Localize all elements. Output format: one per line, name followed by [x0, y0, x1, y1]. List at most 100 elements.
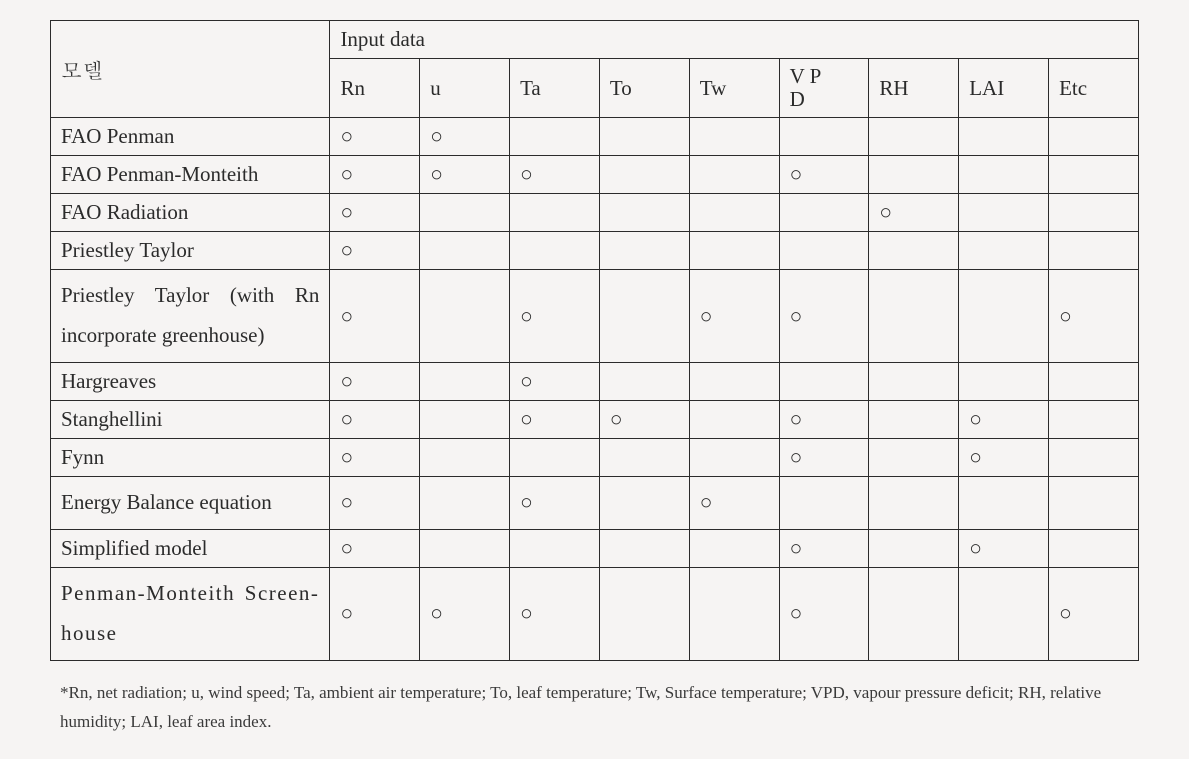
data-cell [869, 118, 959, 156]
column-header: V PD [779, 59, 869, 118]
data-cell: ○ [330, 270, 420, 363]
data-cell: ○ [1049, 567, 1139, 660]
model-label: Priestley Taylor [51, 232, 330, 270]
data-cell: ○ [420, 118, 510, 156]
data-cell [959, 362, 1049, 400]
data-cell: ○ [330, 156, 420, 194]
data-cell: ○ [959, 438, 1049, 476]
row-header: 모델 [51, 21, 330, 118]
data-cell [959, 270, 1049, 363]
table-row: Fynn○○○ [51, 438, 1139, 476]
data-cell [689, 232, 779, 270]
table-row: Priestley Taylor (with Rn incorporate gr… [51, 270, 1139, 363]
data-cell: ○ [420, 567, 510, 660]
data-cell [420, 194, 510, 232]
data-cell [599, 156, 689, 194]
data-cell [420, 438, 510, 476]
data-cell [689, 194, 779, 232]
data-cell: ○ [689, 476, 779, 529]
table-row: Stanghellini○○○○○ [51, 400, 1139, 438]
data-cell [510, 194, 600, 232]
data-cell [1049, 118, 1139, 156]
model-label: Penman-Monteith Screen-house [51, 567, 330, 660]
data-cell: ○ [330, 194, 420, 232]
data-cell [869, 476, 959, 529]
data-cell [959, 476, 1049, 529]
data-cell [779, 232, 869, 270]
data-cell [1049, 529, 1139, 567]
data-cell [1049, 400, 1139, 438]
column-header: Etc [1049, 59, 1139, 118]
data-cell [959, 118, 1049, 156]
data-cell [599, 118, 689, 156]
table-row: FAO Radiation○○ [51, 194, 1139, 232]
data-cell [599, 362, 689, 400]
model-label: Priestley Taylor (with Rn incorporate gr… [51, 270, 330, 363]
table-row: Simplified model○○○ [51, 529, 1139, 567]
data-cell: ○ [779, 156, 869, 194]
data-cell [510, 118, 600, 156]
data-cell [869, 270, 959, 363]
data-cell: ○ [959, 529, 1049, 567]
data-cell: ○ [510, 567, 600, 660]
data-cell [959, 156, 1049, 194]
data-cell [869, 156, 959, 194]
data-cell [1049, 194, 1139, 232]
data-cell [420, 400, 510, 438]
data-cell [1049, 156, 1139, 194]
data-cell [869, 232, 959, 270]
data-cell [959, 567, 1049, 660]
data-cell [869, 529, 959, 567]
table-body: FAO Penman○○FAO Penman-Monteith○○○○FAO R… [51, 118, 1139, 660]
column-header: To [599, 59, 689, 118]
table-row: FAO Penman○○ [51, 118, 1139, 156]
data-cell [959, 194, 1049, 232]
data-cell [779, 362, 869, 400]
data-cell [689, 400, 779, 438]
data-cell [689, 156, 779, 194]
data-cell: ○ [779, 270, 869, 363]
data-cell: ○ [779, 400, 869, 438]
model-label: Energy Balance equation [51, 476, 330, 529]
data-cell [420, 362, 510, 400]
model-label: FAO Penman [51, 118, 330, 156]
data-cell: ○ [689, 270, 779, 363]
data-cell: ○ [779, 529, 869, 567]
model-label: Stanghellini [51, 400, 330, 438]
table-row: Energy Balance equation○○○ [51, 476, 1139, 529]
data-cell [599, 194, 689, 232]
data-cell: ○ [330, 118, 420, 156]
data-cell [869, 400, 959, 438]
data-cell [510, 438, 600, 476]
data-cell: ○ [510, 270, 600, 363]
column-header: Tw [689, 59, 779, 118]
column-header: LAI [959, 59, 1049, 118]
data-cell [599, 232, 689, 270]
data-cell [510, 529, 600, 567]
data-cell [420, 476, 510, 529]
table-row: Priestley Taylor○ [51, 232, 1139, 270]
data-cell: ○ [330, 232, 420, 270]
data-cell [779, 476, 869, 529]
data-cell: ○ [869, 194, 959, 232]
data-cell [599, 476, 689, 529]
data-cell [779, 194, 869, 232]
table-row: Penman-Monteith Screen-house○○○○○ [51, 567, 1139, 660]
data-cell: ○ [330, 567, 420, 660]
data-cell: ○ [330, 529, 420, 567]
data-cell: ○ [1049, 270, 1139, 363]
data-cell [689, 438, 779, 476]
data-cell [1049, 438, 1139, 476]
data-cell: ○ [330, 438, 420, 476]
data-cell [599, 270, 689, 363]
data-cell [689, 362, 779, 400]
model-label: FAO Radiation [51, 194, 330, 232]
model-label: Simplified model [51, 529, 330, 567]
data-cell [420, 270, 510, 363]
models-table: 모델 Input data RnuTaToTwV PDRHLAIEtc FAO … [50, 20, 1139, 661]
data-cell [420, 529, 510, 567]
table-row: FAO Penman-Monteith○○○○ [51, 156, 1139, 194]
data-cell [1049, 362, 1139, 400]
data-cell [1049, 232, 1139, 270]
data-cell [689, 529, 779, 567]
